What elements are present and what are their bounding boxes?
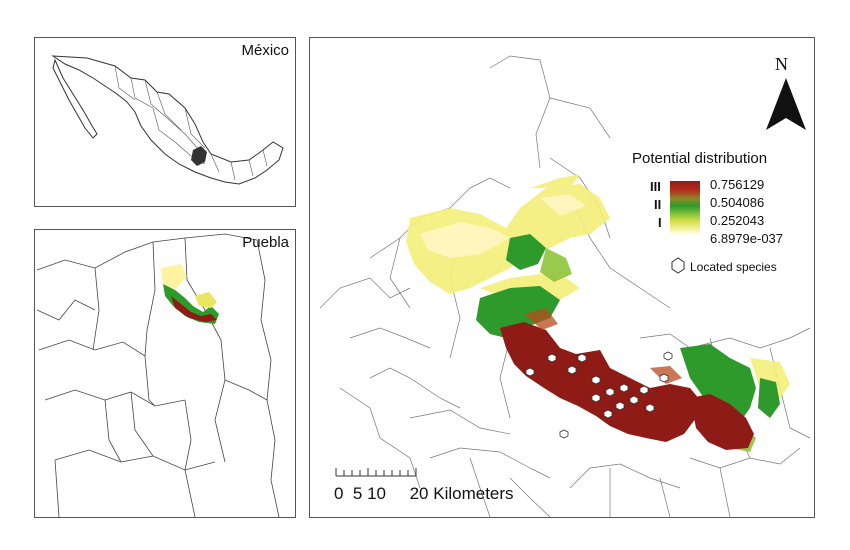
north-label: N <box>775 54 788 74</box>
baja-california-outline <box>52 58 98 139</box>
legend-value-mid-low: 0.252043 <box>710 213 765 228</box>
puebla-inset-map: Puebla <box>34 229 296 518</box>
legend-class-ii: II <box>654 197 662 212</box>
mexico-outline-map <box>51 55 284 185</box>
puebla-distribution-mini <box>161 264 219 324</box>
mexico-country-outline <box>51 55 284 185</box>
legend-class-i: I <box>658 215 662 230</box>
hexagon-marker-icon <box>671 257 685 274</box>
legend-class-iii: III <box>650 179 661 194</box>
located-species-markers <box>525 351 673 439</box>
puebla-state-highlight <box>191 146 207 166</box>
north-arrow-icon <box>766 78 806 130</box>
legend-value-mid-high: 0.504086 <box>710 195 765 210</box>
puebla-label: Puebla <box>242 234 289 251</box>
puebla-region-map <box>36 233 280 517</box>
scale-bar-label: 0 5 10 20 Kilometers <box>334 484 514 503</box>
mexico-label: México <box>241 42 289 59</box>
legend-value-max: 0.756129 <box>710 177 765 192</box>
located-species-label: Located species <box>690 260 777 274</box>
scale-bar <box>335 468 417 477</box>
very-low-suitability-areas <box>420 194 586 258</box>
main-distribution-map: N Potential distribution III II I 0.7561… <box>309 37 815 518</box>
legend-value-min: 6.8979e-037 <box>710 231 784 246</box>
legend-title: Potential distribution <box>632 150 768 167</box>
puebla-municipal-borders <box>36 233 280 517</box>
medium-suitability-areas <box>476 234 780 422</box>
legend-color-ramp <box>670 181 700 233</box>
main-map-canvas <box>319 55 811 517</box>
mexico-inset-map: México <box>34 37 296 207</box>
